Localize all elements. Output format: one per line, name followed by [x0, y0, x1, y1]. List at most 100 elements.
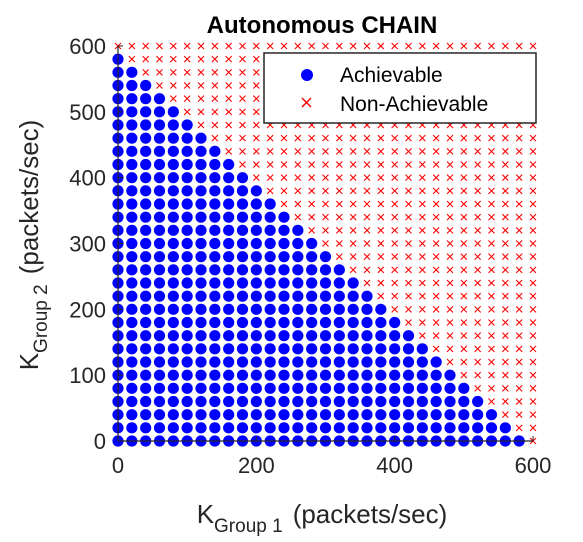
y-axis-label-sub: Group 2 [31, 284, 52, 353]
achievable-point [236, 237, 249, 250]
achievable-point [278, 251, 290, 263]
non-achievable-point [474, 240, 482, 247]
achievable-point [223, 303, 235, 315]
achievable-point [264, 382, 276, 394]
non-achievable-point [391, 279, 399, 287]
non-achievable-point [515, 134, 523, 142]
non-achievable-point [432, 226, 440, 234]
achievable-point [153, 158, 166, 171]
non-achievable-point [349, 253, 357, 261]
achievable-point [292, 409, 304, 421]
non-achievable-point [377, 213, 385, 221]
achievable-point [402, 343, 415, 355]
non-achievable-point [405, 147, 412, 155]
achievable-point [264, 211, 276, 223]
achievable-point [292, 382, 304, 394]
achievable-point [292, 224, 304, 236]
achievable-point [195, 132, 207, 144]
non-achievable-point [529, 292, 537, 300]
non-achievable-point [225, 55, 233, 63]
achievable-point [126, 316, 138, 329]
achievable-point [223, 251, 235, 263]
non-achievable-point [515, 411, 523, 419]
non-achievable-point [529, 42, 537, 50]
achievable-point [319, 343, 332, 355]
legend-label-non-achievable: Non-Achievable [340, 93, 488, 116]
non-achievable-point [432, 332, 440, 340]
y-axis-label-unit: (packets/sec) [14, 120, 44, 275]
achievable-point [195, 409, 207, 421]
non-achievable-point [501, 240, 509, 247]
achievable-point [250, 316, 262, 329]
achievable-point [444, 395, 456, 408]
achievable-point [167, 106, 179, 118]
achievable-point [375, 395, 387, 408]
achievable-point [250, 382, 262, 394]
achievable-point [389, 316, 401, 329]
non-achievable-point [183, 42, 191, 50]
non-achievable-point [432, 305, 440, 313]
non-achievable-point [363, 253, 371, 261]
non-achievable-point [474, 266, 482, 274]
non-achievable-point [363, 213, 371, 221]
non-achievable-point [488, 279, 495, 287]
achievable-point [181, 251, 193, 263]
non-achievable-point [335, 240, 343, 247]
achievable-point [306, 237, 318, 250]
non-achievable-point [294, 200, 302, 208]
non-achievable-point [418, 42, 426, 50]
non-achievable-point [294, 187, 302, 195]
legend: Achievable Non-Achievable [263, 52, 537, 124]
non-achievable-point [446, 319, 454, 326]
achievable-point [292, 369, 304, 381]
achievable-point [195, 158, 207, 171]
achievable-point [167, 145, 179, 157]
achievable-point [140, 132, 152, 144]
achievable-point [167, 172, 179, 184]
non-achievable-point [239, 161, 246, 168]
non-achievable-point [322, 240, 329, 247]
achievable-point [402, 382, 415, 394]
achievable-point [264, 264, 276, 276]
achievable-point [361, 316, 373, 329]
non-achievable-point [308, 134, 316, 142]
non-achievable-point [252, 68, 260, 76]
legend-marker-non-achievable [301, 97, 312, 108]
non-achievable-point [377, 279, 385, 287]
non-achievable-point [322, 187, 329, 195]
non-achievable-point [266, 174, 274, 182]
non-achievable-point [169, 55, 177, 63]
non-achievable-point [488, 305, 495, 313]
achievable-point [347, 343, 359, 355]
achievable-point [347, 303, 359, 315]
achievable-point [499, 422, 511, 434]
non-achievable-point [515, 305, 523, 313]
achievable-point [140, 224, 152, 236]
non-achievable-point [183, 108, 191, 116]
non-achievable-point [529, 358, 537, 366]
non-achievable-point [474, 345, 482, 353]
non-achievable-point [488, 161, 495, 168]
achievable-point [347, 316, 359, 329]
achievable-point [458, 422, 470, 434]
non-achievable-point [363, 240, 371, 247]
non-achievable-point [529, 161, 537, 168]
non-achievable-point [515, 266, 523, 274]
non-achievable-point [529, 187, 537, 195]
achievable-point [264, 330, 276, 342]
achievable-point [319, 356, 332, 368]
achievable-point [333, 369, 345, 381]
achievable-point [347, 277, 359, 289]
achievable-point [278, 290, 290, 302]
non-achievable-point [515, 240, 523, 247]
non-achievable-point [474, 371, 482, 379]
non-achievable-point [211, 134, 219, 142]
achievable-point [223, 395, 235, 408]
non-achievable-point [446, 161, 454, 168]
non-achievable-point [488, 332, 495, 340]
achievable-point [444, 422, 456, 434]
achievable-point [140, 237, 152, 250]
achievable-point [195, 395, 207, 408]
achievable-point [236, 211, 249, 223]
achievable-point [167, 251, 179, 263]
